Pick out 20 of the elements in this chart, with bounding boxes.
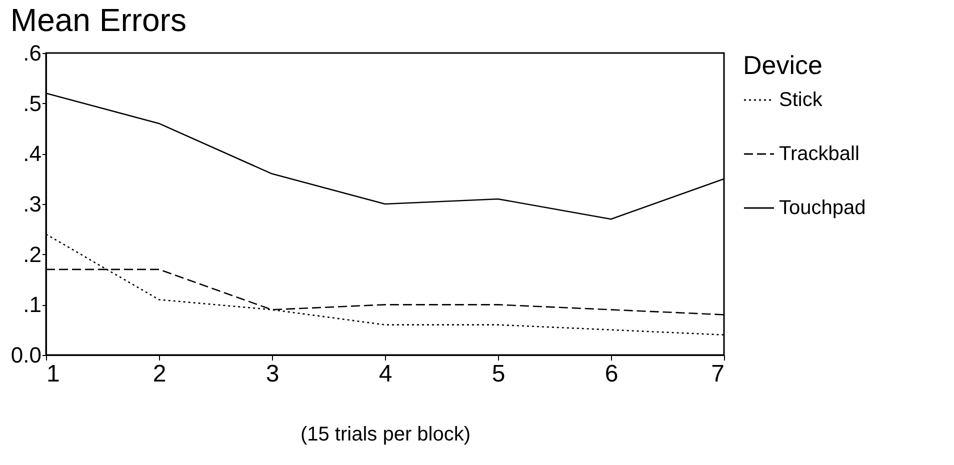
chart-title: Mean Errors — [10, 2, 186, 38]
y-tick-label: .3 — [23, 192, 42, 216]
y-tick-label: .4 — [23, 141, 42, 166]
legend-title: Device — [743, 50, 822, 80]
y-tick-label: .2 — [23, 242, 42, 267]
x-axis-title: (15 trials per block) — [300, 424, 471, 446]
y-tick-label: 0.0 — [10, 342, 42, 368]
legend-label: Touchpad — [779, 197, 866, 219]
legend-label: Trackball — [779, 143, 860, 165]
y-tick-label: .6 — [23, 40, 42, 66]
x-tick-label: 1 — [46, 360, 60, 388]
x-tick-label: 4 — [378, 360, 392, 388]
x-tick-label: 7 — [711, 360, 724, 388]
y-tick-label: .5 — [23, 90, 42, 116]
legend-label: Stick — [779, 89, 824, 111]
x-tick-label: 3 — [266, 360, 280, 388]
y-tick-label: .1 — [23, 292, 42, 318]
x-tick-label: 6 — [604, 360, 618, 388]
x-tick-label: 2 — [152, 360, 166, 388]
x-tick-label: 5 — [492, 360, 506, 388]
